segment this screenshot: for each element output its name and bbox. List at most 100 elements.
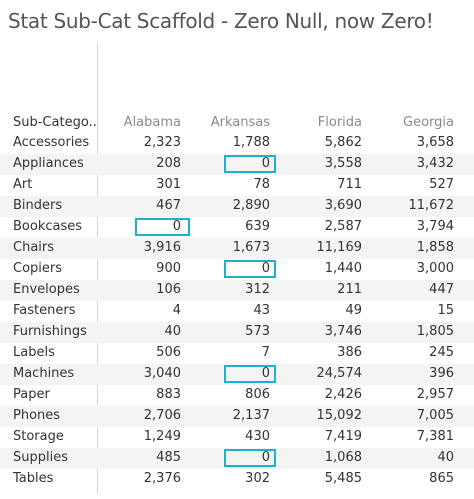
table-cell[interactable]: 15,092 bbox=[316, 408, 363, 423]
table-cell[interactable]: 3,794 bbox=[416, 219, 454, 234]
table-cell[interactable]: 806 bbox=[245, 387, 270, 402]
table-cell[interactable]: 245 bbox=[429, 345, 454, 360]
table-cell[interactable]: 506 bbox=[156, 345, 181, 360]
row-label[interactable]: Appliances bbox=[13, 156, 84, 171]
table-cell[interactable]: 302 bbox=[245, 471, 270, 486]
column-header-arkansas[interactable]: Arkansas bbox=[210, 115, 270, 130]
column-header-florida[interactable]: Florida bbox=[317, 115, 362, 130]
row-label[interactable]: Storage bbox=[13, 429, 64, 444]
table-cell[interactable]: 0 bbox=[261, 450, 270, 465]
table-cell[interactable]: 2,137 bbox=[232, 408, 270, 423]
table-row: Storage 1,249 430 7,419 7,381 bbox=[0, 427, 474, 448]
table-cell[interactable]: 3,746 bbox=[324, 324, 362, 339]
table-cell[interactable]: 2,587 bbox=[324, 219, 362, 234]
row-label[interactable]: Furnishings bbox=[13, 324, 87, 339]
table-body: Accessories 2,323 1,788 5,862 3,658 Appliance… bbox=[0, 133, 474, 490]
table-cell[interactable]: 3,916 bbox=[143, 240, 181, 255]
table-cell[interactable]: 3,558 bbox=[324, 156, 362, 171]
row-label[interactable]: Supplies bbox=[13, 450, 68, 465]
table-cell[interactable]: 467 bbox=[156, 198, 181, 213]
table-cell[interactable]: 78 bbox=[253, 177, 270, 192]
table-cell[interactable]: 485 bbox=[156, 450, 181, 465]
row-label[interactable]: Chairs bbox=[13, 240, 55, 255]
table-cell[interactable]: 11,169 bbox=[316, 240, 363, 255]
table-cell[interactable]: 1,249 bbox=[143, 429, 181, 444]
table-cell[interactable]: 4 bbox=[172, 303, 181, 318]
table-cell[interactable]: 211 bbox=[337, 282, 362, 297]
row-label[interactable]: Phones bbox=[13, 408, 61, 423]
table-cell[interactable]: 40 bbox=[164, 324, 181, 339]
row-label[interactable]: Art bbox=[13, 177, 33, 192]
table-cell[interactable]: 639 bbox=[245, 219, 270, 234]
row-label[interactable]: Binders bbox=[13, 198, 63, 213]
table-row: Bookcases 0 639 2,587 3,794 bbox=[0, 217, 474, 238]
table-cell[interactable]: 11,672 bbox=[408, 198, 455, 213]
table-cell[interactable]: 2,706 bbox=[143, 408, 181, 423]
table-cell[interactable]: 430 bbox=[245, 429, 270, 444]
table-cell[interactable]: 711 bbox=[337, 177, 362, 192]
table-cell[interactable]: 1,858 bbox=[416, 240, 454, 255]
table-cell[interactable]: 1,673 bbox=[232, 240, 270, 255]
table-cell[interactable]: 7,005 bbox=[416, 408, 454, 423]
table-cell[interactable]: 386 bbox=[337, 345, 362, 360]
row-label[interactable]: Tables bbox=[13, 471, 54, 486]
table-cell[interactable]: 43 bbox=[253, 303, 270, 318]
table-cell[interactable]: 2,890 bbox=[232, 198, 270, 213]
table-cell[interactable]: 3,690 bbox=[324, 198, 362, 213]
row-label[interactable]: Bookcases bbox=[13, 219, 83, 234]
row-label[interactable]: Envelopes bbox=[13, 282, 80, 297]
table-cell[interactable]: 5,485 bbox=[324, 471, 362, 486]
row-label[interactable]: Labels bbox=[13, 345, 55, 360]
table-cell[interactable]: 1,440 bbox=[324, 261, 362, 276]
table-cell[interactable]: 7,381 bbox=[416, 429, 454, 444]
zero-highlight-box bbox=[224, 449, 276, 467]
table-cell[interactable]: 2,957 bbox=[416, 387, 454, 402]
table-cell[interactable]: 301 bbox=[156, 177, 181, 192]
table-cell[interactable]: 900 bbox=[156, 261, 181, 276]
table-cell[interactable]: 1,805 bbox=[416, 324, 454, 339]
row-label[interactable]: Paper bbox=[13, 387, 50, 402]
table-cell[interactable]: 106 bbox=[156, 282, 181, 297]
table-cell[interactable]: 0 bbox=[261, 261, 270, 276]
table-cell[interactable]: 2,376 bbox=[143, 471, 181, 486]
table-cell[interactable]: 0 bbox=[261, 156, 270, 171]
table-cell[interactable]: 527 bbox=[429, 177, 454, 192]
table-row: Supplies 485 0 1,068 40 bbox=[0, 448, 474, 469]
table-cell[interactable]: 883 bbox=[156, 387, 181, 402]
table-cell[interactable]: 15 bbox=[437, 303, 454, 318]
zero-highlight-box bbox=[135, 218, 190, 236]
row-header-label[interactable]: Sub-Catego.. bbox=[13, 115, 97, 130]
table-cell[interactable]: 3,432 bbox=[416, 156, 454, 171]
row-label[interactable]: Copiers bbox=[13, 261, 63, 276]
row-label[interactable]: Machines bbox=[13, 366, 75, 381]
table-cell[interactable]: 5,862 bbox=[324, 135, 362, 150]
column-header-georgia[interactable]: Georgia bbox=[403, 115, 454, 130]
table-cell[interactable]: 447 bbox=[429, 282, 454, 297]
table-cell[interactable]: 0 bbox=[261, 366, 270, 381]
table-cell[interactable]: 7 bbox=[261, 345, 270, 360]
table-cell[interactable]: 208 bbox=[156, 156, 181, 171]
table-cell[interactable]: 3,040 bbox=[143, 366, 181, 381]
table-cell[interactable]: 1,068 bbox=[324, 450, 362, 465]
table-cell[interactable]: 49 bbox=[345, 303, 362, 318]
zero-highlight-box bbox=[224, 260, 276, 278]
column-header-alabama[interactable]: Alabama bbox=[123, 115, 181, 130]
table-cell[interactable]: 24,574 bbox=[316, 366, 363, 381]
table-cell[interactable]: 1,788 bbox=[232, 135, 270, 150]
table-cell[interactable]: 2,323 bbox=[143, 135, 181, 150]
table-cell[interactable]: 3,658 bbox=[416, 135, 454, 150]
row-label[interactable]: Accessories bbox=[13, 135, 90, 150]
table-cell[interactable]: 7,419 bbox=[324, 429, 362, 444]
row-label[interactable]: Fasteners bbox=[13, 303, 76, 318]
table-cell[interactable]: 312 bbox=[245, 282, 270, 297]
table-cell[interactable]: 396 bbox=[429, 366, 454, 381]
column-divider bbox=[97, 44, 98, 494]
table-cell[interactable]: 40 bbox=[437, 450, 454, 465]
table-cell[interactable]: 0 bbox=[172, 219, 181, 234]
table-cell[interactable]: 573 bbox=[245, 324, 270, 339]
table-row: Chairs 3,916 1,673 11,169 1,858 bbox=[0, 238, 474, 259]
table-cell[interactable]: 3,000 bbox=[416, 261, 454, 276]
table-cell[interactable]: 2,426 bbox=[324, 387, 362, 402]
table-header-row: Sub-Catego.. Alabama Arkansas Florida Ge… bbox=[0, 113, 474, 133]
table-cell[interactable]: 865 bbox=[429, 471, 454, 486]
